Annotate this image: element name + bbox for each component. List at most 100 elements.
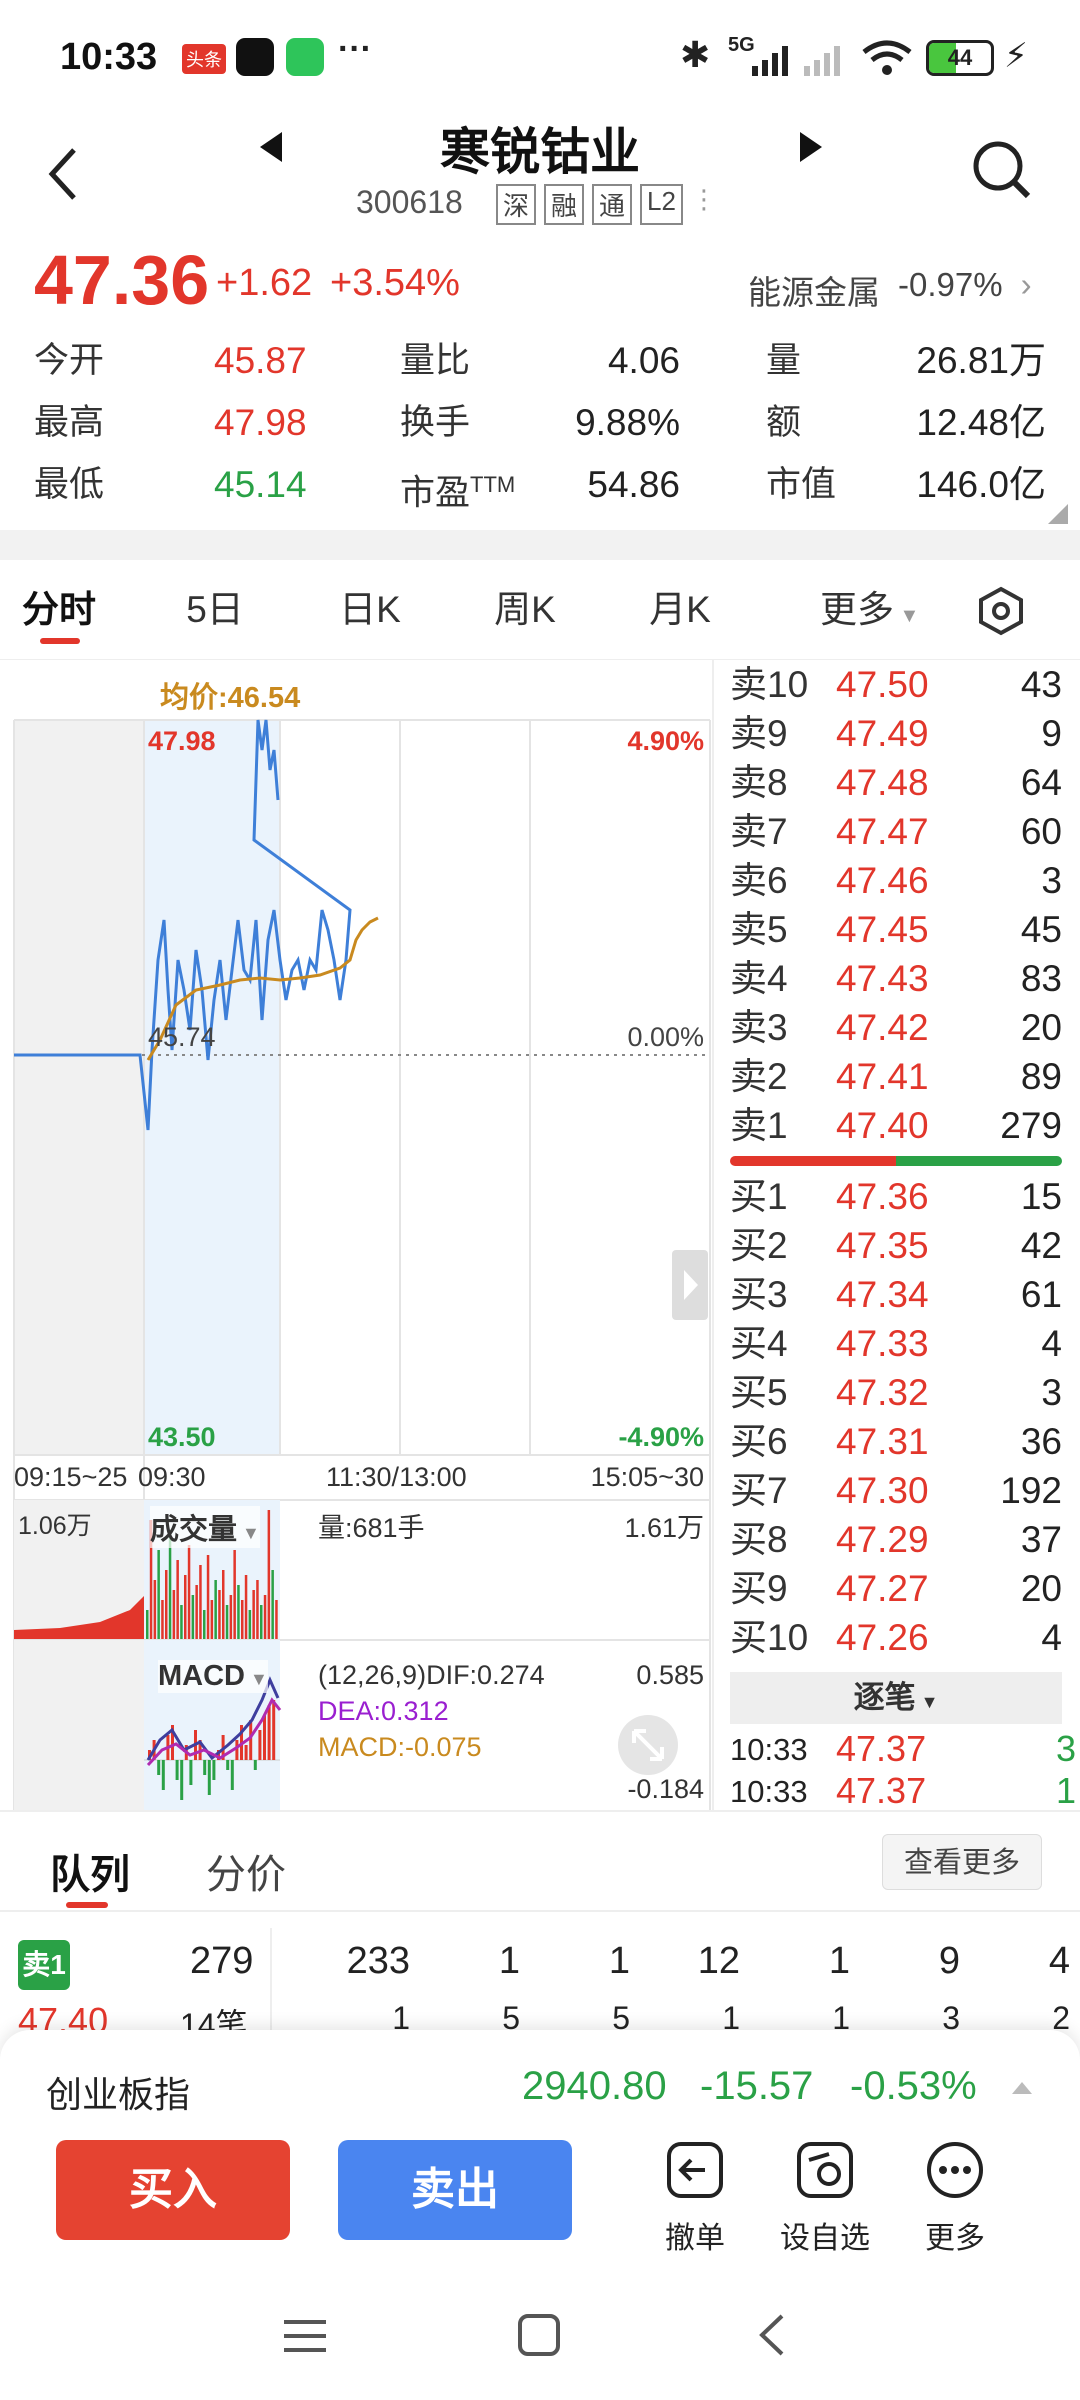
stat-volume-ratio-label: 量比 <box>400 341 471 380</box>
tab-intraday[interactable]: 分时 <box>22 589 96 630</box>
bid-row[interactable]: 买9 47.27 20 <box>712 1564 1080 1613</box>
back-icon[interactable] <box>44 146 80 202</box>
volume-bar <box>153 1580 157 1640</box>
prev-stock-icon[interactable] <box>258 130 284 164</box>
bid-row[interactable]: 买10 47.26 4 <box>712 1613 1080 1662</box>
ask-row[interactable]: 卖2 47.41 89 <box>712 1052 1080 1101</box>
search-icon[interactable] <box>970 138 1034 202</box>
ask-row[interactable]: 卖4 47.43 83 <box>712 954 1080 1003</box>
ask-row[interactable]: 卖8 47.48 64 <box>712 758 1080 807</box>
bluetooth-icon: ✱ <box>680 34 711 75</box>
ask-row[interactable]: 卖9 47.49 9 <box>712 709 1080 758</box>
ask-price: 47.46 <box>836 860 929 901</box>
macd-bar <box>157 1760 161 1775</box>
queue-value-row2: 5 <box>612 2000 630 2036</box>
volume-bar <box>149 1520 153 1640</box>
signal-icon <box>752 46 840 76</box>
next-stock-icon[interactable] <box>798 130 824 164</box>
index-change-pct: -0.53% <box>850 2064 977 2108</box>
volume-indicator-select[interactable]: 成交量 ▼ <box>150 1506 260 1548</box>
tab-queue[interactable]: 队列 <box>50 1853 130 1897</box>
macd-bar <box>175 1760 179 1780</box>
volume-bar <box>256 1580 259 1640</box>
ask-row[interactable]: 卖1 47.40 279 <box>712 1101 1080 1150</box>
menu-icon[interactable] <box>282 2316 328 2356</box>
sell-button[interactable]: 卖出 <box>338 2140 572 2240</box>
bid-volume: 4 <box>1041 1617 1062 1658</box>
cancel-order-label: 撤单 <box>665 2222 725 2255</box>
more-actions-button[interactable]: 更多 <box>900 2140 1010 2257</box>
bid-row[interactable]: 买2 47.35 42 <box>712 1221 1080 1270</box>
ask-row[interactable]: 卖3 47.42 20 <box>712 1003 1080 1052</box>
current-price: 47.36 <box>34 241 210 319</box>
ask-volume: 279 <box>1000 1105 1062 1146</box>
tick-time-1: 10:33 <box>730 1732 808 1767</box>
index-name[interactable]: 创业板指 <box>46 2074 191 2115</box>
macd-title: MACD <box>158 1660 245 1692</box>
macd-bar <box>235 1740 239 1760</box>
add-watchlist-button[interactable]: 设自选 <box>770 2140 880 2257</box>
stat-open-label: 今开 <box>34 341 105 380</box>
chart-prev-close: 45.74 <box>148 1022 216 1052</box>
status-time: 10:33 <box>60 36 158 78</box>
home-icon[interactable] <box>516 2312 562 2358</box>
tick-type-select[interactable]: 逐笔 ▼ <box>730 1672 1062 1724</box>
volume-bar <box>222 1570 225 1640</box>
ask-row[interactable]: 卖6 47.46 3 <box>712 856 1080 905</box>
settings-hexagon-icon[interactable] <box>976 586 1026 636</box>
tab-5day[interactable]: 5日 <box>186 589 244 630</box>
tab-monthly-k[interactable]: 月K <box>649 589 711 630</box>
buy-button[interactable]: 买入 <box>56 2140 290 2240</box>
bid-row[interactable]: 买5 47.32 3 <box>712 1368 1080 1417</box>
bid-row[interactable]: 买6 47.31 36 <box>712 1417 1080 1466</box>
bid-row[interactable]: 买8 47.29 37 <box>712 1515 1080 1564</box>
ask-row[interactable]: 卖7 47.47 60 <box>712 807 1080 856</box>
nav-back-icon[interactable] <box>754 2312 788 2358</box>
stat-pe-label: 市盈 <box>400 473 471 513</box>
sector-link[interactable]: 能源金属 -0.97% › <box>748 266 1032 314</box>
intraday-chart[interactable] <box>0 660 712 1810</box>
tab-price-distribution[interactable]: 分价 <box>206 1853 286 1897</box>
tag-more-icon[interactable]: ⋮ <box>690 184 717 214</box>
stats-col-1-values: 45.87 47.98 45.14 <box>214 330 307 516</box>
macd-bar <box>253 1760 257 1770</box>
volume-bar <box>172 1590 176 1640</box>
stock-tags: 深 融 通 L2 ⋮ <box>496 184 717 225</box>
bid-label: 买10 <box>730 1617 809 1658</box>
bid-row[interactable]: 买1 47.36 15 <box>712 1172 1080 1221</box>
volume-bar <box>248 1610 252 1640</box>
volume-bar <box>214 1580 217 1640</box>
queue-value: 1 <box>498 1940 520 1982</box>
expand-corner-icon[interactable] <box>1048 504 1068 524</box>
tab-active-indicator <box>40 638 80 644</box>
view-more-button[interactable]: 查看更多 <box>882 1834 1042 1890</box>
bid-row[interactable]: 买4 47.33 4 <box>712 1319 1080 1368</box>
ask-volume: 60 <box>1020 811 1062 852</box>
cancel-order-button[interactable]: 撤单 <box>640 2140 750 2257</box>
ask-price: 47.43 <box>836 958 929 999</box>
bid-volume: 3 <box>1041 1372 1062 1413</box>
tab-weekly-k[interactable]: 周K <box>494 589 556 630</box>
volume-bar <box>146 1610 149 1640</box>
wifi-icon <box>862 40 912 75</box>
bid-row[interactable]: 买7 47.30 192 <box>712 1466 1080 1515</box>
volume-bar <box>252 1590 255 1640</box>
battery-level: 44 <box>947 45 973 70</box>
tab-more[interactable]: 更多 ▼ <box>820 589 920 630</box>
bid-strength-bar <box>896 1156 1062 1166</box>
stat-open-value: 45.87 <box>214 340 307 381</box>
ask-price: 47.47 <box>836 811 929 852</box>
ask-row[interactable]: 卖10 47.50 43 <box>712 660 1080 709</box>
index-value: 2940.80 <box>522 2064 667 2108</box>
macd-indicator-select[interactable]: MACD ▼ <box>158 1660 268 1693</box>
tab-daily-k[interactable]: 日K <box>339 589 401 630</box>
chevron-up-icon[interactable] <box>1010 2078 1034 2096</box>
bid-row[interactable]: 买3 47.34 61 <box>712 1270 1080 1319</box>
stat-low-label: 最低 <box>34 465 105 504</box>
macd-bar <box>244 1745 248 1760</box>
stats-col-2: 量比 换手 市盈TTM <box>400 330 515 525</box>
macd-dea: DEA:0.312 <box>318 1696 449 1726</box>
stat-amount-label: 额 <box>766 403 802 442</box>
ask-row[interactable]: 卖5 47.45 45 <box>712 905 1080 954</box>
macd-bar <box>249 1720 253 1760</box>
